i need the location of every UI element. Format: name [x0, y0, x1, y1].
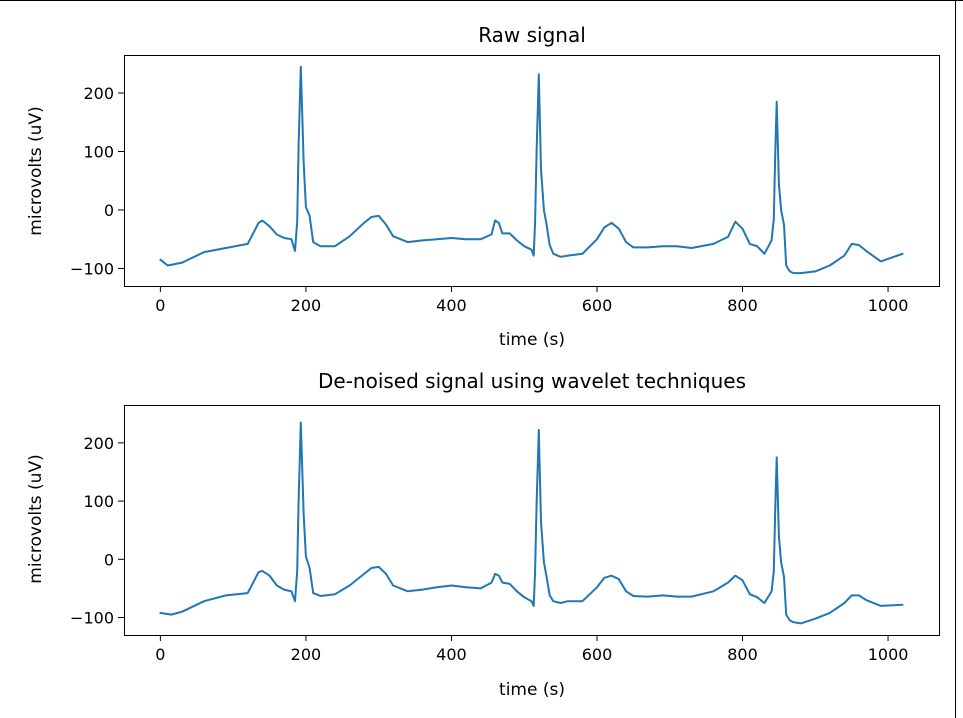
x-axis-label: time (s) — [499, 330, 565, 350]
x-tick-label: 400 — [436, 645, 467, 664]
plot-title: Raw signal — [478, 23, 586, 47]
y-tick-label: −100 — [70, 609, 114, 628]
y-tick-label: −100 — [70, 259, 114, 278]
x-axis-label: time (s) — [499, 680, 565, 700]
denoised-signal-plot: De-noised signal using wavelet technique… — [26, 369, 940, 700]
x-tick-label: 800 — [727, 645, 758, 664]
y-tick-label: 100 — [83, 492, 114, 511]
y-tick-label: 100 — [83, 142, 114, 161]
x-tick-label: 1000 — [868, 296, 909, 315]
x-tick-label: 0 — [155, 645, 165, 664]
x-tick-label: 400 — [436, 296, 467, 315]
x-tick-label: 1000 — [868, 645, 909, 664]
x-tick-label: 800 — [727, 296, 758, 315]
y-tick-label: 200 — [83, 84, 114, 103]
plot-area-frame — [124, 405, 940, 636]
series-line — [159, 65, 904, 275]
x-tick-label: 200 — [291, 296, 322, 315]
series-line — [159, 421, 904, 625]
plot-area-frame — [124, 55, 940, 287]
plot-title: De-noised signal using wavelet technique… — [318, 369, 746, 393]
x-tick-label: 0 — [155, 296, 165, 315]
y-tick-label: 0 — [104, 550, 114, 569]
y-axis-label: microvolts (uV) — [26, 454, 46, 583]
y-tick-label: 0 — [104, 201, 114, 220]
x-tick-label: 600 — [582, 645, 613, 664]
x-tick-label: 200 — [291, 645, 322, 664]
y-tick-label: 200 — [83, 434, 114, 453]
raw-signal-plot: Raw signal time (s) microvolts (uV) 0 200… — [26, 23, 940, 350]
y-axis-label: microvolts (uV) — [26, 106, 46, 235]
x-tick-label: 600 — [582, 296, 613, 315]
